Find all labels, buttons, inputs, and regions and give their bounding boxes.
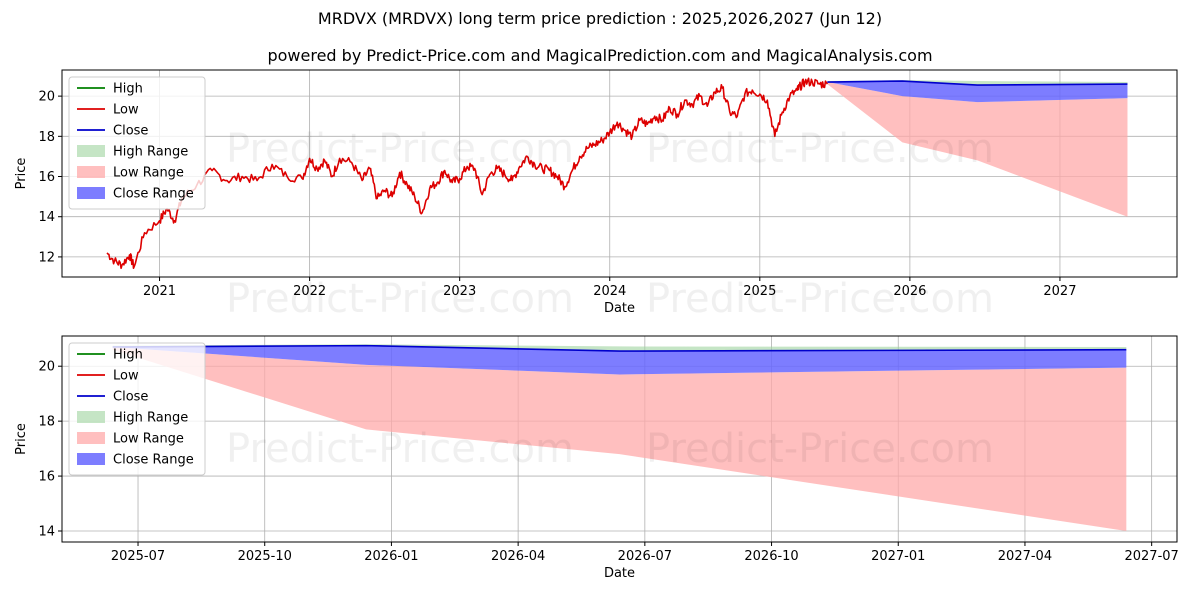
legend-label: Low Range — [113, 432, 184, 447]
legend-patch-swatch — [77, 411, 105, 423]
plot-area — [112, 344, 1127, 532]
legend-entry-high-range: High Range — [77, 145, 188, 160]
legend: High Low Close High Range Low Range Close Ran… — [68, 76, 206, 210]
watermark-text: Predict-Price.com — [646, 126, 994, 172]
legend-patch-swatch — [77, 453, 105, 465]
legend-entry-close-range: Close Range — [77, 187, 194, 202]
legend-label: Close — [113, 124, 148, 139]
close-forecast-line — [112, 344, 1127, 352]
legend-patch-swatch — [77, 166, 105, 178]
legend-label: High Range — [113, 145, 188, 160]
legend-label: High Range — [113, 411, 188, 426]
low-range-band — [112, 346, 1127, 532]
x-tick-label: 2024 — [593, 284, 626, 299]
close-range-band — [112, 345, 1127, 375]
watermark-text: Predict-Price.com — [646, 276, 994, 322]
legend-entry-low-range: Low Range — [77, 432, 184, 447]
legend-patch-swatch — [77, 187, 105, 199]
full-history-panel: 12 14 16 18 20 2021 2022 2023 2024 2025 2026 2027 Pr… — [14, 69, 1178, 322]
legend-entry-high: High — [77, 82, 143, 97]
x-tick-label: 2026-01 — [364, 549, 418, 564]
watermark-text: Predict-Price.com — [226, 426, 574, 472]
y-tick-label: 18 — [38, 130, 55, 145]
y-tick-label: 16 — [38, 170, 55, 185]
x-tick-label: 2023 — [443, 284, 476, 299]
legend: High Low Close High Range Low Range Close Ran… — [68, 342, 206, 476]
y-tick-label: 16 — [38, 470, 55, 485]
legend-label: Close Range — [113, 453, 194, 468]
legend-entry-close: Close — [77, 390, 148, 405]
forecast-zoom-panel: 14 16 18 20 2025-07 2025-10 2026-01 2026-04 2026… — [14, 335, 1179, 581]
x-axis-label: Date — [604, 301, 635, 316]
legend-entry-low-range: Low Range — [77, 166, 184, 181]
x-tick-label: 2026-10 — [744, 549, 798, 564]
close-forecast-line — [827, 80, 1128, 86]
x-tick-label: 2025-10 — [238, 549, 292, 564]
x-tick-label: 2027 — [1043, 284, 1076, 299]
x-tick-label: 2022 — [293, 284, 326, 299]
chart-subtitle: powered by Predict-Price.com and Magical… — [267, 46, 933, 65]
legend-patch-swatch — [77, 432, 105, 444]
legend-label: High — [113, 82, 143, 97]
low-history-line — [106, 77, 829, 270]
x-tick-label: 2027-04 — [998, 549, 1052, 564]
legend-entry-low: Low — [77, 103, 139, 118]
legend-entry-high: High — [77, 348, 143, 363]
legend-patch-swatch — [77, 145, 105, 157]
legend-entry-high-range: High Range — [77, 411, 188, 426]
legend-label: High — [113, 348, 143, 363]
x-tick-label: 2027-07 — [1124, 549, 1178, 564]
y-tick-label: 12 — [38, 250, 55, 265]
x-tick-label: 2026 — [893, 284, 926, 299]
legend-label: Low — [113, 369, 139, 384]
chart-title: MRDVX (MRDVX) long term price prediction… — [317, 9, 883, 28]
y-axis-label: Price — [14, 158, 29, 190]
y-axis-label: Price — [14, 423, 29, 455]
x-tick-label: 2025 — [743, 284, 776, 299]
legend-label: Low — [113, 103, 139, 118]
x-tick-label: 2027-01 — [871, 549, 925, 564]
close-range-band — [827, 81, 1128, 103]
plot-area — [106, 77, 1128, 270]
y-tick-label: 20 — [38, 360, 55, 375]
watermark-text: Predict-Price.com — [226, 126, 574, 172]
watermark-text: Predict-Price.com — [646, 426, 994, 472]
high-range-band — [112, 344, 1127, 352]
axes-frame — [61, 69, 1178, 278]
y-tick-label: 20 — [38, 90, 55, 105]
axes-frame — [61, 335, 1178, 543]
x-tick-label: 2021 — [143, 284, 176, 299]
y-tick-label: 14 — [38, 210, 55, 225]
watermark-text: Predict-Price.com — [226, 276, 574, 322]
y-tick-label: 18 — [38, 415, 55, 430]
x-tick-label: 2026-07 — [618, 549, 672, 564]
legend-label: Close Range — [113, 187, 194, 202]
x-axis-label: Date — [604, 566, 635, 581]
legend-label: Close — [113, 390, 148, 405]
x-tick-label: 2025-07 — [111, 549, 165, 564]
legend-entry-close-range: Close Range — [77, 453, 194, 468]
legend-entry-close: Close — [77, 124, 148, 139]
y-tick-label: 14 — [38, 525, 55, 540]
legend-label: Low Range — [113, 166, 184, 181]
x-tick-label: 2026-04 — [491, 549, 545, 564]
low-range-band — [827, 82, 1128, 217]
legend-entry-low: Low — [77, 369, 139, 384]
